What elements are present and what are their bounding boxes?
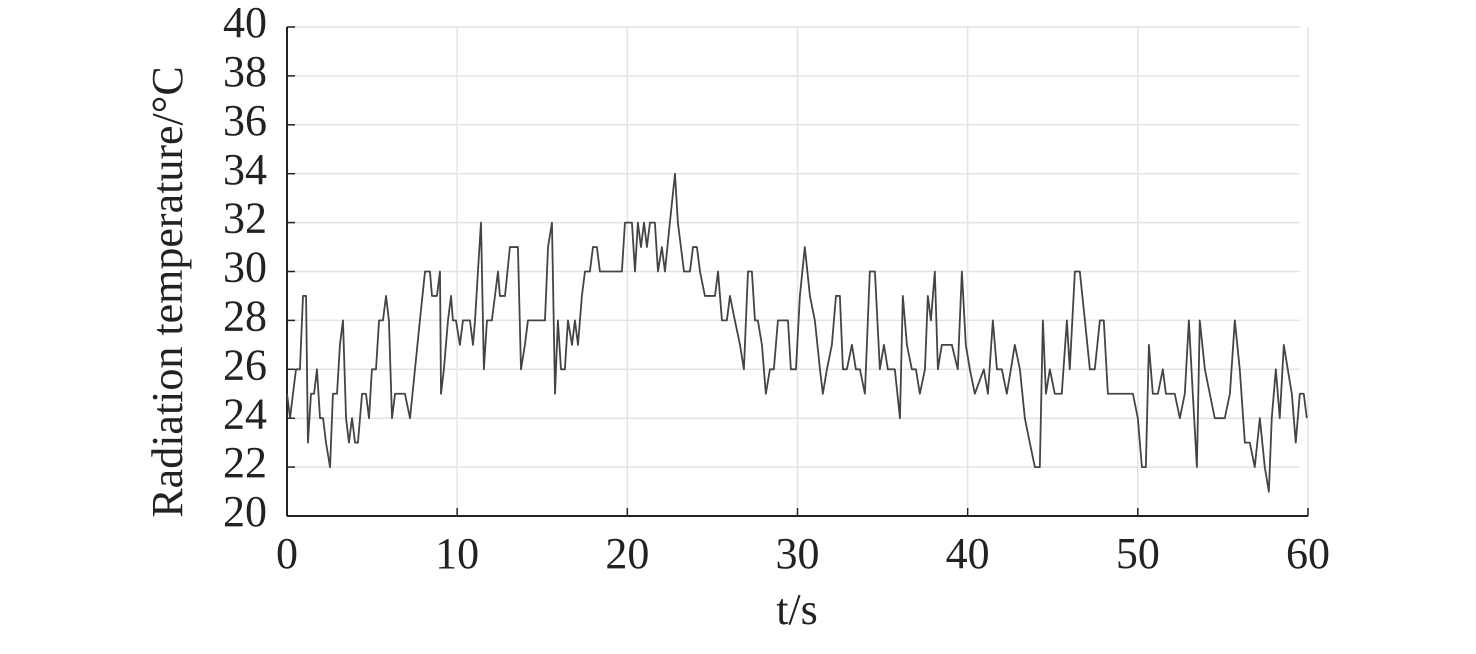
x-axis-label: t/s bbox=[776, 585, 818, 634]
x-tick-label: 10 bbox=[435, 529, 479, 578]
x-tick-label: 40 bbox=[946, 529, 990, 578]
x-tick-label: 20 bbox=[605, 529, 649, 578]
x-tick-label: 60 bbox=[1286, 529, 1330, 578]
x-tick-label: 30 bbox=[776, 529, 820, 578]
y-tick-label: 32 bbox=[223, 194, 267, 243]
y-tick-label: 36 bbox=[223, 96, 267, 145]
y-tick-label: 26 bbox=[223, 340, 267, 389]
y-tick-label: 20 bbox=[223, 487, 267, 536]
y-tick-label: 28 bbox=[223, 291, 267, 340]
data-line bbox=[286, 172, 1308, 493]
x-tick-label: 50 bbox=[1116, 529, 1160, 578]
y-tick-label: 24 bbox=[223, 389, 267, 438]
y-tick-label: 38 bbox=[223, 47, 267, 96]
y-tick-label: 22 bbox=[223, 438, 267, 487]
x-tick-label: 0 bbox=[276, 529, 298, 578]
y-tick-label: 40 bbox=[223, 0, 267, 47]
y-tick-label: 30 bbox=[223, 243, 267, 292]
y-tick-label: 34 bbox=[223, 145, 267, 194]
y-axis-label: Radiation temperature/°C bbox=[143, 66, 192, 517]
